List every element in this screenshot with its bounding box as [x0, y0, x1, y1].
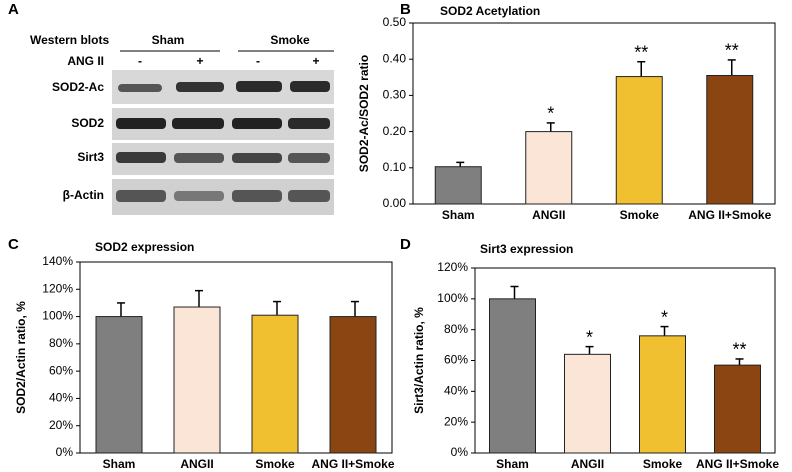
y-tick-label: 80%	[444, 322, 468, 336]
y-axis-label: Sirt3/Actin ratio, %	[412, 307, 426, 414]
significance: **	[634, 42, 648, 62]
sign: +	[196, 54, 203, 68]
row-label: β-Actin	[63, 188, 104, 202]
y-axis-label: SOD2/Actin ratio, %	[14, 301, 28, 414]
sign: +	[312, 54, 319, 68]
y-tick-label: 0.20	[383, 124, 407, 138]
significance: *	[661, 307, 668, 327]
significance: **	[725, 41, 739, 61]
y-tick-label: 40%	[49, 391, 73, 405]
x-tick-label: ANG II+Smoke	[696, 457, 779, 471]
plot-frame	[79, 261, 393, 454]
y-tick-label: 100%	[42, 309, 73, 323]
bar	[706, 74, 754, 205]
bar	[615, 76, 663, 205]
y-axis-label: SOD2-Ac/SOD2 ratio	[357, 55, 371, 172]
bar	[639, 335, 686, 454]
x-tick-label: Sham	[103, 457, 136, 471]
y-tick-label: 0.50	[383, 15, 407, 29]
y-tick-label: 0.40	[383, 51, 407, 65]
row-label: SOD2-Ac	[52, 80, 104, 94]
y-tick-label: 40%	[444, 384, 468, 398]
blot-panel: A Western blots Sham Smoke ANG II - + - …	[8, 1, 334, 215]
y-tick-label: 60%	[49, 363, 73, 377]
x-tick-label: ANGII	[571, 457, 604, 471]
plot-frame	[412, 22, 776, 205]
blot-image	[112, 70, 334, 215]
x-tick-label: ANG II+Smoke	[688, 208, 771, 222]
x-tick-label: Sham	[496, 457, 529, 471]
sign: -	[138, 54, 142, 68]
panel-label: C	[8, 236, 19, 253]
x-tick-label: Smoke	[620, 208, 660, 222]
bar	[714, 364, 761, 454]
bar	[251, 314, 299, 454]
chart-title: SOD2 expression	[95, 240, 194, 254]
y-tick-label: 0%	[56, 445, 74, 459]
bar	[329, 316, 377, 454]
y-tick-label: 120%	[42, 281, 73, 295]
panel-label: D	[400, 236, 411, 253]
x-tick-label: ANGII	[180, 457, 213, 471]
x-tick-label: Smoke	[255, 457, 295, 471]
significance: *	[547, 104, 554, 124]
x-tick-label: Sham	[442, 208, 475, 222]
y-tick-label: 0%	[451, 445, 469, 459]
group-label: Smoke	[270, 33, 310, 47]
chart-title: SOD2 Acetylation	[440, 4, 540, 18]
panel-label: A	[8, 1, 19, 18]
y-tick-label: 140%	[42, 254, 73, 268]
row-label: Sirt3	[77, 150, 104, 164]
bar	[173, 306, 221, 454]
bar	[525, 131, 573, 205]
x-tick-label: ANGII	[532, 208, 565, 222]
y-tick-label: 20%	[444, 414, 468, 428]
bar	[434, 166, 482, 205]
treatment-label: ANG II	[67, 54, 104, 68]
y-tick-label: 60%	[444, 353, 468, 367]
bar	[564, 353, 611, 454]
y-tick-label: 0.10	[383, 160, 407, 174]
row-label: SOD2	[71, 116, 104, 130]
group-label: Sham	[152, 33, 185, 47]
chart-title: Sirt3 expression	[480, 242, 573, 256]
significance: *	[586, 327, 593, 347]
x-tick-label: Smoke	[643, 457, 683, 471]
x-tick-label: ANG II+Smoke	[311, 457, 394, 471]
y-tick-label: 120%	[437, 260, 468, 274]
bar	[95, 316, 143, 454]
y-tick-label: 0.30	[383, 88, 407, 102]
significance: **	[732, 340, 746, 360]
sign: -	[256, 54, 260, 68]
y-tick-label: 20%	[49, 418, 73, 432]
panel-label: B	[400, 1, 411, 18]
y-tick-label: 80%	[49, 336, 73, 350]
blot-title: Western blots	[30, 33, 109, 47]
y-tick-label: 0.00	[383, 196, 407, 210]
bar	[489, 298, 536, 454]
y-tick-label: 100%	[437, 291, 468, 305]
